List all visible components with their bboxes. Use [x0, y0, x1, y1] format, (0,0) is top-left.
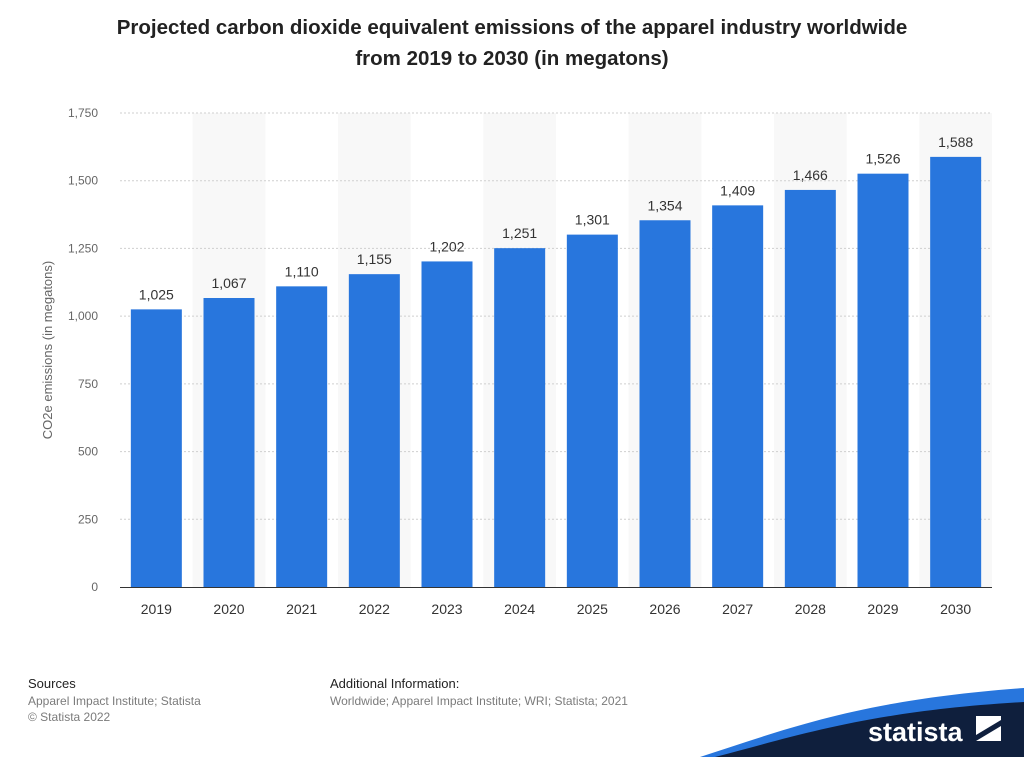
y-tick-label: 250	[78, 512, 98, 526]
data-label: 1,354	[647, 197, 682, 213]
additional-info-text: Worldwide; Apparel Impact Institute; WRI…	[330, 694, 628, 708]
bar-2025[interactable]	[566, 234, 618, 587]
bar-2024[interactable]	[494, 248, 546, 587]
bar-2028[interactable]	[784, 189, 836, 587]
data-label: 1,526	[865, 151, 900, 167]
data-label: 1,202	[429, 238, 464, 254]
bar-2020[interactable]	[203, 297, 255, 587]
data-label: 1,466	[793, 167, 828, 183]
y-tick-label: 500	[78, 445, 98, 459]
bar-2023[interactable]	[421, 261, 473, 587]
sources-text[interactable]: Apparel Impact Institute; Statista	[28, 694, 201, 708]
x-tick-label: 2027	[722, 601, 753, 617]
y-tick-label: 1,000	[68, 309, 98, 323]
y-tick-label: 750	[78, 377, 98, 391]
bar-2026[interactable]	[639, 220, 691, 587]
copyright-text: © Statista 2022	[28, 710, 111, 724]
y-tick-label: 1,250	[68, 241, 98, 255]
x-tick-label: 2024	[504, 601, 535, 617]
x-tick-label: 2022	[359, 601, 390, 617]
bar-2019[interactable]	[130, 309, 182, 587]
data-label: 1,110	[285, 263, 319, 279]
bar-chart: 0 250 500 750 1,000 1,250 1,500 1,750 1,025 2019 1…	[40, 106, 992, 617]
data-label: 1,588	[938, 134, 973, 150]
bar-2030[interactable]	[930, 156, 982, 588]
statista-logo-icon[interactable]	[976, 716, 1001, 741]
y-tick-label: 0	[91, 580, 98, 594]
bar-2029[interactable]	[857, 173, 909, 587]
x-tick-label: 2021	[286, 601, 317, 617]
brand-wave	[715, 702, 1024, 757]
data-label: 1,251	[502, 225, 537, 241]
x-tick-label: 2028	[795, 601, 826, 617]
chart-title-line-1: Projected carbon dioxide equivalent emis…	[116, 16, 908, 39]
data-label: 1,155	[357, 251, 392, 267]
data-label: 1,301	[575, 212, 610, 228]
data-label: 1,067	[211, 275, 246, 291]
chart-title-line-2: from 2019 to 2030 (in megatons)	[355, 47, 669, 70]
y-tick-label: 1,750	[68, 106, 98, 120]
x-tick-label: 2026	[649, 601, 680, 617]
data-label: 1,409	[720, 182, 755, 198]
data-label: 1,025	[139, 286, 174, 302]
bar-2027[interactable]	[712, 205, 764, 587]
x-tick-label: 2020	[213, 601, 244, 617]
statista-wordmark[interactable]: statista	[868, 717, 964, 747]
x-tick-label: 2030	[940, 601, 971, 617]
y-axis-label: CO2e emissions (in megatons)	[40, 261, 55, 439]
x-tick-label: 2019	[141, 601, 172, 617]
y-tick-label: 1,500	[68, 174, 98, 188]
x-tick-label: 2025	[577, 601, 608, 617]
chart-title: Projected carbon dioxide equivalent emis…	[60, 12, 964, 74]
x-tick-label: 2023	[431, 601, 462, 617]
x-tick-label: 2029	[867, 601, 898, 617]
bar-2021[interactable]	[276, 286, 328, 587]
additional-info-heading: Additional Information:	[330, 676, 460, 691]
sources-heading: Sources	[28, 676, 76, 691]
bar-2022[interactable]	[348, 274, 400, 587]
